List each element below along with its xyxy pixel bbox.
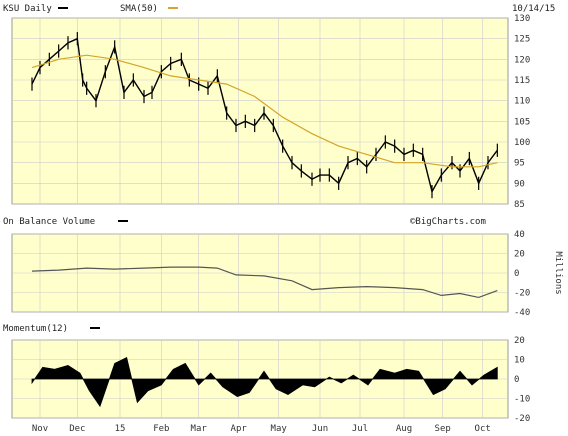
- sma-label: SMA(50): [120, 4, 158, 14]
- momentum-area: [31, 357, 498, 408]
- xtick-label: May: [271, 424, 288, 434]
- price-ytick-label: 125: [514, 35, 530, 45]
- price-series-line-1: [31, 54, 498, 168]
- obv-ytick-label: -20: [514, 289, 530, 299]
- xtick-label: Aug: [396, 424, 412, 434]
- xtick-label: Sep: [435, 424, 451, 434]
- momentum-ytick-label: 20: [514, 336, 525, 346]
- obv-ytick-label: 0: [514, 269, 519, 279]
- price-ytick-label: 130: [514, 14, 530, 24]
- price-ytick-label: 105: [514, 117, 530, 127]
- momentum-title: Momentum(12): [3, 324, 68, 334]
- obv-ylabel: Millions: [553, 251, 563, 294]
- obv-title: On Balance Volume: [3, 217, 95, 227]
- obv-series: [31, 266, 498, 299]
- xtick-label: Dec: [69, 424, 85, 434]
- xtick-label: Feb: [153, 424, 169, 434]
- xtick-label: Oct: [475, 424, 491, 434]
- obv-ytick-label: 20: [514, 250, 525, 260]
- obv-ytick-label: -40: [514, 308, 530, 318]
- xtick-label: Jul: [352, 424, 368, 434]
- x-axis: Nov Dec 15 Feb Mar Apr May Jun Jul Aug Sep Oct: [32, 424, 491, 434]
- price-series-line-0: [31, 37, 498, 194]
- xtick-label: Nov: [32, 424, 48, 434]
- obv-series-line-0: [31, 266, 498, 299]
- momentum-ytick-label: 10: [514, 356, 525, 366]
- xtick-label: Apr: [231, 424, 248, 434]
- obv-grid: [12, 233, 508, 313]
- price-ytick-label: 120: [514, 55, 530, 65]
- xtick-label: 15: [115, 424, 126, 434]
- symbol-label: KSU Daily: [3, 4, 52, 14]
- price-ytick-label: 85: [514, 200, 525, 210]
- price-ytick-label: 95: [514, 159, 525, 169]
- price-series: [31, 32, 498, 199]
- obv-ytick-label: 40: [514, 230, 525, 240]
- price-ytick-label: 110: [514, 97, 530, 107]
- price-panel-background: [11, 17, 509, 205]
- obv-axis: -40 -20 0 20 40: [514, 230, 530, 318]
- momentum-axis: -20 -10 0 10 20: [514, 336, 530, 424]
- chart-date: 10/14/15: [512, 4, 555, 14]
- momentum-panel: -20 -10 0 10 20: [11, 336, 530, 424]
- momentum-ytick-label: -20: [514, 414, 530, 424]
- obv-panel: -40 -20 0 20 40: [11, 230, 530, 318]
- price-axis: 85 90 95 100 105 110 115 120 125 130: [514, 14, 530, 210]
- price-ytick-label: 90: [514, 179, 525, 189]
- momentum-series: [31, 357, 498, 408]
- xtick-label: Mar: [191, 424, 208, 434]
- momentum-ytick-label: -10: [514, 395, 530, 405]
- price-ytick-label: 100: [514, 138, 530, 148]
- price-ytick-label: 115: [514, 76, 530, 86]
- momentum-ytick-label: 0: [514, 375, 519, 385]
- watermark: ©BigCharts.com: [410, 217, 486, 227]
- xtick-label: Jun: [312, 424, 328, 434]
- price-panel: 85 90 95 100 105 110 115 120 125 130: [11, 14, 530, 210]
